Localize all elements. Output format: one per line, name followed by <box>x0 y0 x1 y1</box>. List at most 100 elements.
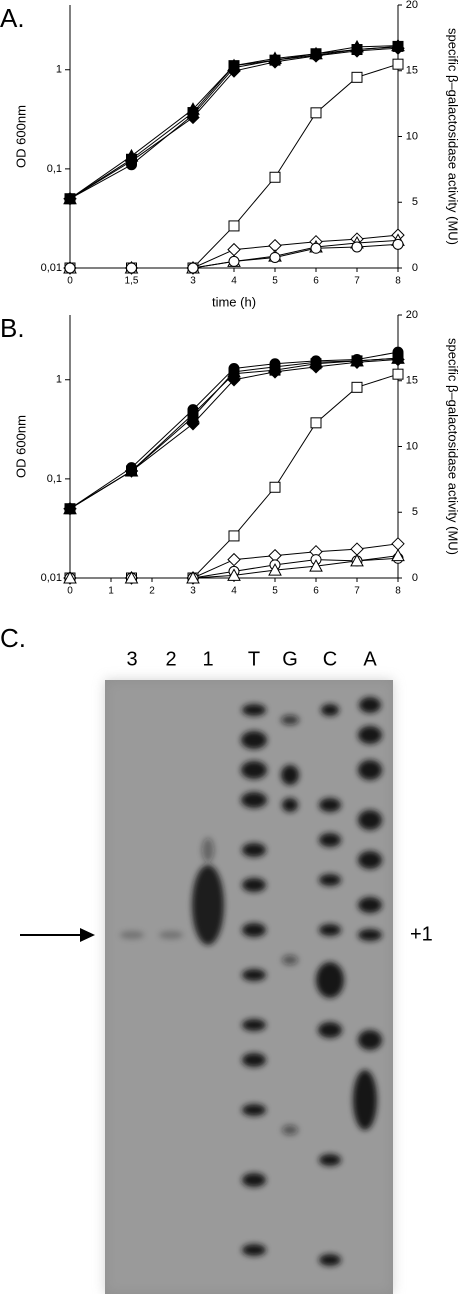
y-tick-label: 0,1 <box>47 473 62 485</box>
marker <box>268 563 282 576</box>
marker <box>269 54 281 66</box>
x-tick-label: 7 <box>354 586 360 597</box>
x-tick-label: 1,5 <box>125 276 139 287</box>
y2-tick-label: 0 <box>412 262 418 274</box>
y2-tick-label: 5 <box>412 196 418 208</box>
y2-axis-label: specific β–galactosidase activity (MU) <box>446 338 461 555</box>
y-tick-label: 0,1 <box>47 163 62 175</box>
x-tick-label: 1 <box>108 586 114 597</box>
panel-label: A. <box>0 3 25 33</box>
marker <box>391 548 405 562</box>
marker <box>269 251 281 263</box>
marker <box>227 242 241 257</box>
lane-label: 2 <box>165 648 176 670</box>
x-tick-label: 0 <box>67 586 73 597</box>
marker <box>351 44 363 56</box>
x-tick-label: 3 <box>190 276 196 287</box>
x-tick-label: 8 <box>395 586 401 597</box>
marker <box>310 107 322 119</box>
marker <box>391 537 405 551</box>
x-tick-label: 4 <box>231 276 237 287</box>
marker <box>309 559 323 572</box>
y2-axis-label: specific β–galactosidase activity (MU) <box>446 28 461 245</box>
marker <box>228 368 240 380</box>
y-axis-label: OD 600nm <box>13 105 28 168</box>
marker <box>228 530 240 542</box>
marker <box>187 408 199 420</box>
y-axis-label: OD 600nm <box>13 415 28 478</box>
x-tick-label: 5 <box>272 586 278 597</box>
marker <box>310 242 322 254</box>
gel-image <box>20 680 393 1294</box>
series-line <box>69 351 399 510</box>
panel-label: C. <box>0 623 26 653</box>
marker <box>227 552 241 567</box>
y-tick-label: 1 <box>56 64 62 76</box>
marker <box>228 255 240 267</box>
series-line <box>69 47 399 200</box>
marker <box>126 465 137 477</box>
marker <box>126 262 137 274</box>
y-tick-label: 0,01 <box>41 262 62 274</box>
marker <box>269 171 281 183</box>
band-label: +1 <box>410 923 433 945</box>
marker <box>269 364 281 376</box>
marker <box>310 358 322 370</box>
marker <box>310 417 322 429</box>
marker <box>392 368 404 380</box>
y-tick-label: 1 <box>56 374 62 386</box>
marker <box>350 553 364 567</box>
marker <box>126 153 137 165</box>
marker <box>392 238 404 250</box>
marker <box>269 481 281 493</box>
marker <box>124 570 139 584</box>
marker <box>351 241 363 253</box>
lane-label: 1 <box>202 648 213 670</box>
x-tick-label: 5 <box>272 276 278 287</box>
y2-tick-label: 5 <box>412 506 418 518</box>
series-line <box>69 357 399 510</box>
series-line <box>70 243 399 269</box>
marker <box>187 107 199 119</box>
lane-label: G <box>282 648 298 670</box>
y2-tick-label: 20 <box>406 0 418 11</box>
lane-label: 3 <box>126 648 137 670</box>
series-line <box>70 63 399 269</box>
marker <box>351 355 363 367</box>
x-tick-label: 0 <box>67 276 73 287</box>
marker <box>63 570 77 584</box>
y2-tick-label: 15 <box>406 65 418 77</box>
y2-tick-label: 10 <box>406 440 418 452</box>
lane-label: C <box>323 648 337 670</box>
y2-tick-label: 20 <box>406 309 418 321</box>
marker <box>64 262 76 274</box>
marker <box>228 220 240 232</box>
marker <box>186 570 200 584</box>
marker <box>310 48 322 60</box>
series-line <box>69 45 399 200</box>
marker <box>392 40 404 52</box>
y2-tick-label: 15 <box>406 375 418 387</box>
y2-tick-label: 10 <box>406 130 418 142</box>
x-tick-label: 3 <box>190 586 196 597</box>
marker <box>64 193 76 205</box>
series-line <box>69 45 399 200</box>
marker <box>227 568 241 581</box>
marker <box>187 262 199 274</box>
x-tick-label: 2 <box>149 586 155 597</box>
y2-tick-label: 0 <box>412 572 418 584</box>
lane-label: T <box>248 648 260 670</box>
series-line <box>69 359 399 510</box>
marker <box>350 542 364 556</box>
marker <box>351 71 363 83</box>
lane-label: A <box>363 648 377 670</box>
x-tick-label: 7 <box>354 276 360 287</box>
series-line <box>70 555 399 579</box>
marker <box>228 60 240 72</box>
marker <box>351 381 363 393</box>
x-tick-label: 8 <box>395 276 401 287</box>
x-tick-label: 6 <box>313 586 319 597</box>
